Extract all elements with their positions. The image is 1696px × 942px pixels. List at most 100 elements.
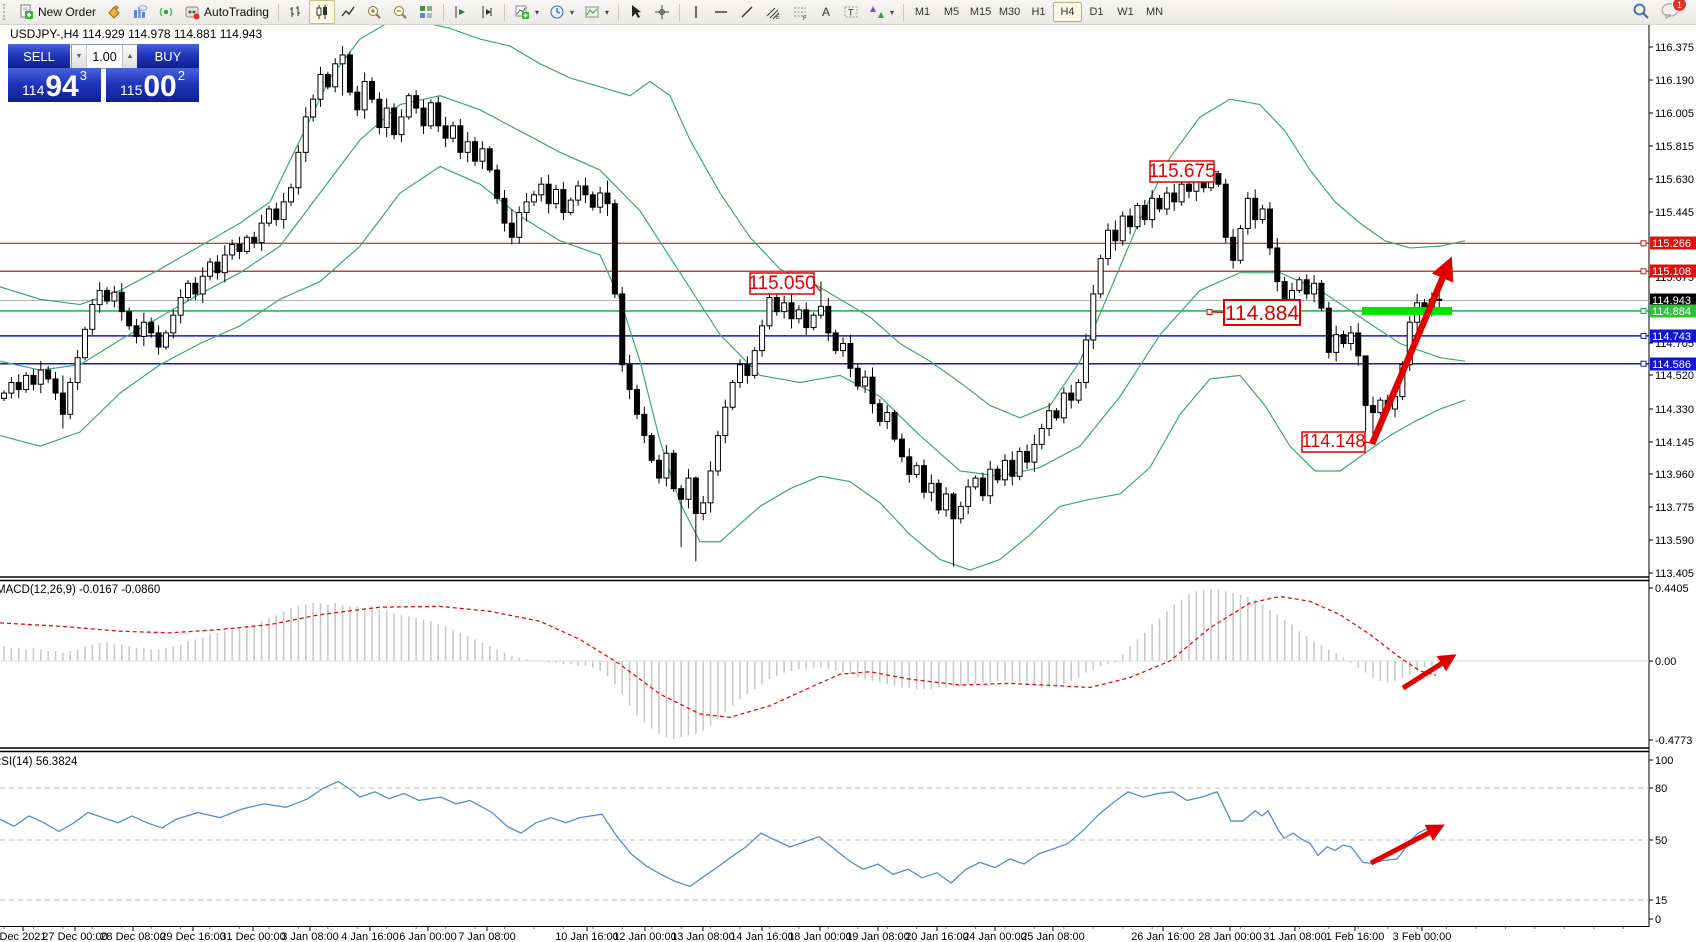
candle-body — [700, 502, 707, 514]
rsi-line — [0, 780, 1437, 888]
toolbar-grip[interactable] — [3, 4, 10, 20]
autotrading-button[interactable]: AutoTrading — [179, 0, 274, 24]
candle-body — [545, 183, 552, 205]
candle-body — [656, 459, 663, 479]
chart-background[interactable] — [0, 24, 1696, 942]
time-tick-label: 7 Jan 08:00 — [458, 931, 516, 942]
price-tick-label: 115.445 — [1655, 207, 1694, 219]
dropdown-arrow-icon: ▾ — [534, 7, 539, 17]
candle-body — [1325, 307, 1332, 353]
price-badge-green — [1650, 304, 1696, 318]
time-tick-label: 1 Feb 16:00 — [1326, 931, 1385, 942]
price-callout-box[interactable] — [1149, 160, 1215, 183]
arrows-tool[interactable]: ▾ — [864, 0, 899, 24]
paint-bucket-icon — [106, 4, 122, 20]
timeframe-h1[interactable]: H1 — [1031, 6, 1046, 18]
new-order-label: New Order — [38, 5, 97, 19]
candle-body — [950, 493, 957, 520]
chart-window-button[interactable] — [127, 0, 153, 24]
candle-body — [1031, 443, 1038, 463]
price-tick-label: 116.190 — [1655, 75, 1694, 87]
volume-value[interactable]: 1.00 — [92, 49, 117, 64]
price-badge-label: 115.108 — [1652, 266, 1691, 278]
candle-body — [1333, 334, 1340, 353]
search-icon[interactable] — [1632, 2, 1650, 23]
text-tool[interactable]: A — [814, 0, 838, 24]
zoom-out-icon — [392, 4, 408, 20]
time-tick-label: 28 Dec 08:00 — [100, 931, 165, 942]
buy-price[interactable]: 115 00 2 — [106, 68, 199, 102]
vertical-line-tool[interactable] — [684, 0, 708, 24]
candlestick-mode-button[interactable] — [308, 0, 335, 24]
timeframe-m1[interactable]: M1 — [914, 6, 931, 18]
candle-body — [523, 201, 530, 214]
channel-tool[interactable]: E — [760, 0, 787, 24]
candle-body — [1038, 427, 1045, 445]
candle-body — [1001, 459, 1008, 481]
price-callout-label: 114.148 — [1302, 431, 1366, 451]
trendline-tool[interactable] — [734, 0, 760, 24]
volume-down-button[interactable]: ▼ — [72, 45, 87, 68]
sell-price-prefix: 114 — [22, 82, 45, 98]
sell-button[interactable]: SELL — [8, 44, 70, 68]
price-badge-label: 114.943 — [1652, 295, 1691, 307]
templates-button[interactable]: ▾ — [579, 0, 614, 24]
candle-body — [538, 183, 545, 196]
support-zone-highlight[interactable] — [1362, 306, 1452, 315]
cursor-button[interactable] — [623, 0, 649, 24]
timeframe-m30[interactable]: M30 — [998, 6, 1021, 18]
timeframe-mn[interactable]: MN — [1145, 6, 1164, 18]
candle-body — [199, 275, 206, 295]
timeframe-m5[interactable]: M5 — [943, 6, 960, 18]
candle-body — [391, 107, 398, 136]
timeframe-d1[interactable]: D1 — [1089, 6, 1104, 18]
zoom-out-button[interactable] — [387, 0, 413, 24]
trend-arrow[interactable] — [1369, 256, 1454, 446]
macd-tick-label: 0.00 — [1655, 656, 1676, 668]
buy-button[interactable]: BUY — [137, 44, 199, 68]
time-tick-label: 3 Jan 08:00 — [281, 931, 339, 942]
sell-price[interactable]: 114 94 3 — [8, 68, 101, 102]
tile-windows-button[interactable] — [413, 0, 439, 24]
candle-body — [229, 243, 236, 256]
candle-body — [74, 357, 81, 383]
volume-up-button[interactable]: ▲ — [122, 45, 137, 68]
bar-chart-mode-button[interactable] — [283, 0, 309, 24]
fibonacci-tool[interactable]: F — [787, 0, 814, 24]
rsi-tick-label: 50 — [1655, 835, 1667, 847]
candle-body — [575, 185, 582, 201]
candle-body — [508, 222, 515, 238]
price-callout-box[interactable] — [1301, 431, 1366, 453]
signals-button[interactable] — [153, 0, 179, 24]
candle-body — [251, 236, 258, 244]
candle-body — [317, 73, 324, 100]
styles-button[interactable] — [101, 0, 127, 24]
price-callout-box[interactable] — [1223, 299, 1301, 326]
price-callout-box[interactable] — [749, 272, 815, 295]
text-label-tool[interactable]: T — [838, 0, 864, 24]
candle-body — [759, 325, 766, 352]
crosshair-icon — [654, 4, 670, 20]
horizontal-line-tool[interactable] — [708, 0, 734, 24]
candle-body — [376, 98, 383, 129]
new-order-button[interactable]: New Order — [13, 0, 101, 24]
timeframe-h4[interactable]: H4 — [1053, 2, 1083, 22]
zoom-in-button[interactable] — [361, 0, 387, 24]
chart-shift-button[interactable] — [474, 0, 500, 24]
candle-body — [346, 54, 353, 93]
periods-button[interactable]: ▾ — [544, 0, 579, 24]
line-chart-mode-button[interactable] — [335, 0, 361, 24]
candle-body — [155, 332, 162, 348]
indicators-button[interactable]: ▾ — [509, 0, 544, 24]
timeframe-w1[interactable]: W1 — [1117, 6, 1134, 18]
notifications-icon[interactable]: 1 — [1660, 0, 1687, 22]
crosshair-button[interactable] — [649, 0, 675, 24]
timeframe-m15[interactable]: M15 — [969, 6, 992, 18]
volume-stepper[interactable]: ▼ 1.00 ▲ — [71, 44, 138, 69]
trend-arrow[interactable] — [1401, 654, 1457, 691]
candle-body — [96, 289, 103, 306]
candle-body — [707, 470, 714, 504]
trend-arrow[interactable] — [1369, 824, 1445, 866]
auto-scroll-button[interactable] — [448, 0, 474, 24]
